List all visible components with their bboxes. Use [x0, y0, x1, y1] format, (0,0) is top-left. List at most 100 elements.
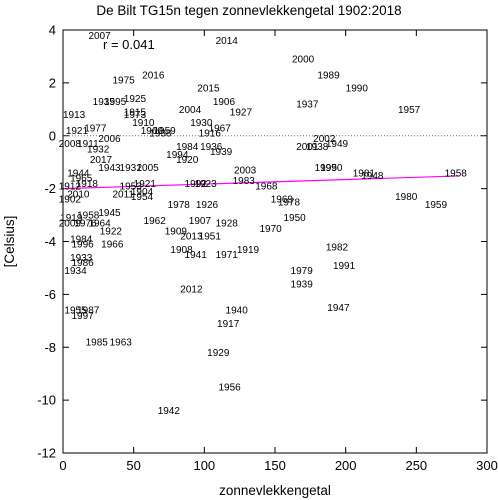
point-label: 1964 [88, 218, 111, 229]
point-label: 1968 [255, 181, 278, 192]
point-label: 1958 [445, 168, 468, 179]
point-label: 1913 [63, 110, 86, 121]
point-label: 1902 [59, 195, 82, 206]
point-label: 1944 [67, 168, 90, 179]
point-label: 1958 [77, 211, 100, 222]
point-label: 2015 [197, 84, 220, 95]
axis-ticks: 0 50 100 150 200 250 300 -12 -10 -8 -6 -4 -2 0 2 4 [37, 23, 498, 474]
point-label: 2001 [296, 142, 319, 153]
y-tick-label: -6 [44, 287, 56, 302]
point-label: 1917 [217, 319, 240, 330]
point-label: 1945 [98, 208, 121, 219]
point-label: 2004 [179, 105, 202, 116]
point-label: 1908 [170, 245, 193, 256]
point-label: 1922 [100, 226, 123, 237]
point-label: 1935 [93, 97, 116, 108]
point-label: 1991 [333, 261, 356, 272]
point-label: 2006 [98, 134, 121, 145]
point-label: 1928 [216, 218, 239, 229]
point-label: 1983 [233, 176, 256, 187]
point-label: 1963 [110, 337, 133, 348]
point-label: 1956 [218, 382, 241, 393]
x-tick-label: 100 [193, 458, 215, 473]
point-label: 1921 [66, 126, 89, 137]
point-label: 1940 [226, 306, 249, 317]
x-tick-label: 200 [335, 458, 357, 473]
y-tick-label: -2 [44, 181, 56, 196]
point-label: 1925 [124, 94, 147, 105]
point-label: 1960 [141, 126, 164, 137]
point-label: 1921 [134, 179, 157, 190]
point-label: 1909 [165, 226, 188, 237]
point-label: 1950 [320, 163, 343, 174]
point-label: 1919 [60, 213, 83, 224]
point-label: 1923 [194, 179, 217, 190]
point-label: 2010 [67, 189, 90, 200]
trend-line [62, 175, 459, 190]
point-label: 1953 [120, 181, 143, 192]
point-label: 1906 [213, 97, 236, 108]
point-label: 1978 [168, 200, 191, 211]
point-label: 1992 [185, 179, 208, 190]
point-label: 1985 [86, 337, 109, 348]
point-label: 1973 [124, 110, 147, 121]
point-label: 1916 [199, 129, 222, 140]
point-label: 1951 [199, 232, 222, 243]
x-tick-label: 0 [59, 458, 66, 473]
point-label: 2009 [59, 218, 82, 229]
x-tick-label: 250 [405, 458, 427, 473]
point-label: 1987 [77, 306, 100, 317]
point-label: 1967 [209, 123, 232, 134]
point-label: 1947 [327, 303, 350, 314]
point-label: 1970 [259, 224, 282, 235]
point-label: 1939 [210, 147, 233, 158]
correlation-annotation: r = 0.041 [103, 37, 155, 52]
point-label: 1978 [278, 197, 301, 208]
point-label: 1931 [120, 163, 143, 174]
point-label: 1957 [398, 105, 421, 116]
point-label: 1954 [131, 192, 154, 203]
point-label: 1938 [149, 129, 172, 140]
chart-title: De Bilt TG15n tegen zonnevlekkengetal 19… [96, 3, 401, 18]
point-label: 1904 [131, 187, 154, 198]
point-label: 1995 [104, 97, 127, 108]
point-label: 1936 [200, 142, 223, 153]
point-label: 1955 [64, 306, 87, 317]
point-label: 1918 [76, 179, 99, 190]
point-label: 1980 [395, 192, 418, 203]
y-tick-label: -10 [37, 393, 56, 408]
y-axis-label: [Celsius] [2, 216, 17, 268]
point-label: 2000 [292, 55, 315, 66]
point-label: 2012 [180, 285, 203, 296]
point-label: 2014 [216, 36, 239, 47]
x-tick-label: 300 [476, 458, 498, 473]
point-label: 1984 [176, 142, 199, 153]
point-label: 1911 [77, 139, 99, 150]
point-label: 1937 [296, 100, 319, 111]
point-label: 1949 [326, 139, 349, 150]
point-label: 1933 [70, 253, 93, 264]
point-label: 1971 [216, 250, 239, 261]
x-axis-label: zonnevlekkengetal [219, 483, 331, 498]
point-label: 2003 [234, 166, 257, 177]
y-tick-label: -8 [44, 340, 56, 355]
y-tick-label: -4 [44, 234, 56, 249]
point-label: 1999 [315, 163, 338, 174]
point-label: 1932 [87, 144, 110, 155]
point-label: 1950 [283, 213, 306, 224]
point-label: 2016 [142, 70, 165, 81]
point-label: 2008 [59, 139, 82, 150]
point-label: 1969 [271, 195, 294, 206]
point-label: 1981 [353, 168, 376, 179]
x-tick-label: 50 [126, 458, 140, 473]
point-label: 1965 [70, 174, 93, 185]
point-label: 1912 [59, 181, 82, 192]
point-label: 1934 [64, 266, 87, 277]
point-label: 1907 [189, 216, 212, 227]
point-label: 1976 [74, 218, 97, 229]
point-label: 1959 [153, 126, 176, 137]
point-label: 1982 [326, 242, 349, 253]
point-label: 2002 [313, 134, 336, 145]
point-label: 1948 [361, 171, 384, 182]
